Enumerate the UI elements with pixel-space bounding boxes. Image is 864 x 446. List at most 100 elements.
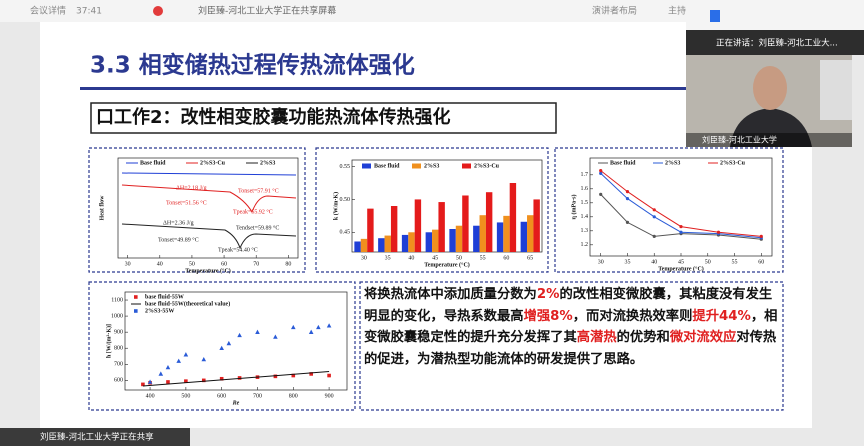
- legend-label: 2%S3: [665, 160, 680, 166]
- fit-line: [142, 371, 330, 387]
- point: [219, 345, 224, 351]
- top-bar: [0, 0, 864, 22]
- legend-label: Base fluid: [610, 160, 636, 166]
- point: [141, 382, 145, 387]
- point: [237, 332, 242, 338]
- x-tick-label: 45: [678, 259, 684, 265]
- x-tick-label: 55: [732, 259, 738, 265]
- dsc-curves: [121, 172, 297, 250]
- y-tick-label: 0.55: [340, 164, 351, 170]
- bar: [367, 208, 374, 252]
- slide-subtitle: 口工作2：改性相变胶囊功能热流体传热强化: [96, 106, 451, 128]
- y-tick-label: 700: [114, 362, 123, 368]
- legend-label: 2%S3: [260, 160, 275, 166]
- point: [625, 197, 630, 201]
- bar: [496, 222, 504, 252]
- body-text: 对传热的促进，为潜热型功能流体的研发提供了思路。: [364, 330, 777, 367]
- x-axis-label: Temperature (°C): [658, 265, 704, 272]
- panel-icon[interactable]: [710, 10, 720, 22]
- video-window: [820, 60, 852, 120]
- point: [625, 220, 630, 224]
- series-line: [600, 173, 762, 239]
- legend-swatch: [462, 163, 471, 169]
- point: [652, 208, 656, 212]
- y-tick-label: 1.5: [581, 200, 589, 206]
- bar: [462, 195, 469, 252]
- plot-frame: [117, 157, 299, 259]
- bar: [360, 238, 368, 252]
- body-text: ，而对流换热效率则: [572, 308, 693, 324]
- bar: [503, 215, 510, 252]
- x-tick-label: 60: [221, 261, 227, 267]
- name-bar: [686, 133, 852, 147]
- speaker-name: 刘臣臻-河北工业大学: [702, 135, 777, 145]
- x-tick-label: 600: [217, 393, 226, 399]
- emphasis-text: 2%: [536, 287, 560, 302]
- x-tick-label: 30: [361, 255, 367, 261]
- y-axis-label: Heat flow: [99, 195, 105, 220]
- record-icon[interactable]: [153, 6, 163, 16]
- y-tick-label: 1000: [111, 313, 123, 319]
- bar: [378, 238, 385, 252]
- sharing-status: 刘臣臻-河北工业大学正在共享屏幕: [198, 5, 336, 17]
- point: [652, 215, 656, 219]
- point: [166, 380, 170, 384]
- x-axis-label: Re: [232, 400, 240, 406]
- panel-frame: [359, 281, 784, 411]
- point: [147, 379, 153, 384]
- footer-bar: [0, 428, 190, 446]
- bar: [527, 215, 534, 252]
- legend-label: 2%S3-55W: [145, 308, 174, 314]
- annotation: Tpeak=55.92 °C: [233, 208, 273, 215]
- bar: [449, 229, 456, 252]
- x-tick-label: 30: [598, 259, 604, 265]
- y-tick-label: 1.2: [581, 242, 589, 248]
- y-axis-label: η (mPa·s): [570, 195, 577, 220]
- body-text: 的优势和: [616, 330, 670, 345]
- meeting-info[interactable]: 会议详情: [30, 5, 66, 17]
- point: [308, 329, 314, 334]
- series-line: [600, 170, 762, 237]
- bar: [520, 221, 528, 252]
- point: [184, 379, 188, 383]
- bar: [425, 232, 433, 252]
- dsc-curve: [121, 172, 297, 176]
- x-tick-label: 80: [285, 261, 291, 267]
- annotation: Tonset=57.91 °C: [238, 187, 279, 194]
- legend-label: 2%S3-Cu: [474, 163, 500, 169]
- x-tick-label: 65: [527, 255, 533, 261]
- bar: [473, 225, 480, 252]
- legend-swatch: [412, 163, 421, 169]
- video-person: [730, 108, 812, 147]
- x-axis-label: Temperature (°C): [424, 261, 470, 268]
- annotation: Tpeak=54.40 °C: [218, 246, 258, 253]
- bar: [384, 235, 391, 252]
- bar: [509, 183, 517, 252]
- y-tick-label: 800: [114, 346, 123, 352]
- legend-label: 2%S3: [424, 163, 439, 169]
- x-tick-label: 40: [651, 259, 657, 265]
- x-tick-label: 70: [253, 261, 259, 267]
- point: [165, 365, 171, 370]
- title-rule: [80, 87, 686, 90]
- x-axis-label: Temperature (°C): [185, 267, 231, 274]
- subtitle-box: [90, 102, 557, 134]
- y-axis-label: k (W/m·K): [332, 192, 339, 220]
- bar: [455, 225, 463, 252]
- point: [599, 171, 603, 175]
- point: [652, 234, 656, 238]
- bar: [390, 206, 398, 252]
- point: [759, 234, 763, 238]
- bar: [414, 199, 422, 252]
- x-tick-label: 60: [758, 259, 764, 265]
- x-tick-label: 35: [624, 259, 630, 265]
- annotation: ΔH=2.36 J/g: [163, 220, 194, 226]
- y-tick-label: 900: [114, 330, 123, 336]
- y-tick-label: 0.50: [340, 197, 351, 203]
- layout-button[interactable]: 演讲者布局: [592, 5, 637, 17]
- x-tick-label: 60: [503, 255, 509, 261]
- point: [327, 373, 331, 378]
- annotation: Tonset=49.89 °C: [158, 236, 199, 243]
- speaking-label: 正在讲话：刘臣臻-河北工业大...: [716, 38, 838, 49]
- panel-frame: [88, 147, 306, 273]
